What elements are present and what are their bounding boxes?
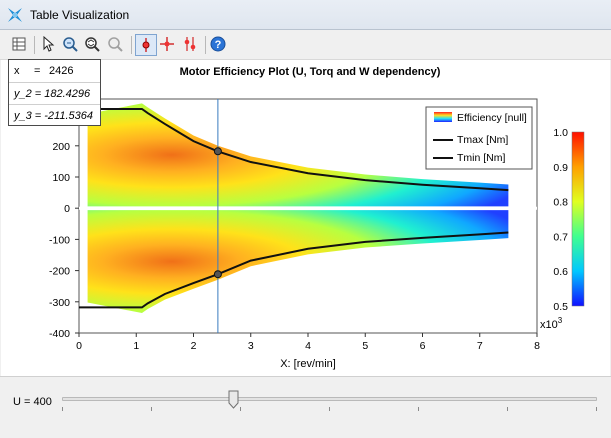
- tmax-curve: [79, 107, 509, 192]
- cursor-point-tmin[interactable]: [213, 270, 222, 279]
- multi-cursor-icon: [184, 37, 196, 51]
- slider-tick: [62, 407, 63, 411]
- cursor-readout: x = 2426 y_2 = 182.4296 y_3 = -211.5364: [8, 59, 101, 126]
- readout-x-eq: =: [34, 65, 41, 77]
- legend-swatch-efficiency: [434, 112, 452, 122]
- readout-separator: [9, 104, 100, 105]
- colorbar-tick-label: 0.9: [553, 162, 568, 174]
- slider-tick: [418, 407, 419, 411]
- zoom-fit-icon: [85, 37, 100, 52]
- point-cursor-button[interactable]: [135, 34, 157, 56]
- title-bar: Table Visualization: [0, 0, 611, 30]
- colorbar-tick-label: 0.5: [553, 301, 568, 313]
- toolbar-separator: [205, 36, 206, 54]
- x-tick-label: 2: [191, 340, 197, 352]
- slider-tick: [596, 407, 597, 411]
- multi-cursor-button[interactable]: [180, 34, 202, 56]
- crosshair-icon: [160, 37, 174, 51]
- efficiency-region-lower: [87, 210, 509, 314]
- table-view-button[interactable]: [9, 34, 31, 56]
- x-tick-label: 7: [477, 340, 483, 352]
- parameter-panel: U = 400: [0, 376, 611, 438]
- y-tick-label: -200: [49, 266, 70, 278]
- chart-title: Motor Efficiency Plot (U, Torq and W dep…: [180, 66, 441, 78]
- readout-y2: y_2 = 182.4296: [14, 88, 91, 100]
- u-slider-track[interactable]: [62, 397, 597, 401]
- zoom-reset-icon: [108, 37, 123, 52]
- x-axis-label: X: [rev/min]: [280, 358, 336, 370]
- x-tick-label: 1: [133, 340, 139, 352]
- crosshair-button[interactable]: [157, 34, 179, 56]
- tmin-curve: [79, 231, 509, 309]
- point-cursor-icon: [142, 38, 150, 52]
- x-ticks: 0 1 2 3 4 5 6 7 8: [76, 333, 540, 352]
- readout-x-value: 2426: [49, 65, 74, 77]
- legend: Efficiency [null] Tmax [Nm] Tmin [Nm]: [425, 106, 533, 170]
- slider-tick: [240, 407, 241, 411]
- readout-y3: y_3 = -211.5364: [14, 110, 93, 122]
- zoom-in-button[interactable]: [60, 34, 82, 56]
- x-tick-label: 3: [248, 340, 254, 352]
- readout-x-label: x: [14, 65, 20, 77]
- legend-tmax: Tmax [Nm]: [457, 134, 508, 146]
- x-tick-label: 5: [362, 340, 368, 352]
- cursor-point-tmax[interactable]: [213, 147, 222, 156]
- readout-separator: [9, 82, 100, 83]
- slider-tick: [151, 407, 152, 411]
- zoom-reset-button[interactable]: [105, 34, 127, 56]
- help-button[interactable]: ?: [208, 34, 230, 56]
- y-tick-label: -400: [49, 328, 70, 340]
- colorbar-tick-label: 1.0: [553, 127, 568, 139]
- efficiency-region-upper: [87, 103, 509, 207]
- table-icon: [12, 37, 26, 51]
- toolbar-separator: [34, 36, 35, 54]
- colorbar-tick-label: 0.6: [553, 266, 568, 278]
- x-tick-label: 8: [534, 340, 540, 352]
- efficiency-chart[interactable]: Motor Efficiency Plot (U, Torq and W dep…: [1, 60, 610, 376]
- help-icon: ?: [210, 36, 226, 52]
- pointer-icon: [43, 36, 55, 52]
- u-value-label: U = 400: [13, 396, 52, 408]
- x-tick-label: 6: [420, 340, 426, 352]
- window-title: Table Visualization: [30, 8, 130, 22]
- colorbar: 1.0 0.9 0.8 0.7 0.6 0.5: [553, 127, 585, 313]
- x-tick-label: 0: [76, 340, 82, 352]
- select-button[interactable]: [38, 34, 60, 56]
- zoom-fit-button[interactable]: [82, 34, 104, 56]
- slider-tick: [329, 407, 330, 411]
- y-tick-label: 100: [52, 172, 70, 184]
- colorbar-tick-label: 0.7: [553, 231, 568, 243]
- colorbar-scale: [571, 131, 585, 307]
- svg-text:?: ?: [215, 39, 222, 51]
- toolbar: ?: [0, 30, 611, 60]
- x-multiplier: x103: [540, 316, 563, 331]
- y-tick-label: -300: [49, 297, 70, 309]
- x-tick-label: 4: [305, 340, 311, 352]
- y-tick-label: 200: [52, 141, 70, 153]
- legend-efficiency: Efficiency [null]: [457, 112, 527, 124]
- toolbar-separator: [131, 36, 132, 54]
- plot-panel[interactable]: Motor Efficiency Plot (U, Torq and W dep…: [1, 60, 610, 376]
- colorbar-tick-label: 0.8: [553, 197, 568, 209]
- zoom-in-icon: [63, 37, 78, 52]
- y-tick-label: -100: [49, 234, 70, 246]
- u-slider-thumb[interactable]: [228, 390, 239, 409]
- app-logo-icon: [8, 8, 22, 22]
- legend-tmin: Tmin [Nm]: [457, 152, 505, 164]
- efficiency-surface: [79, 103, 537, 314]
- slider-tick: [507, 407, 508, 411]
- y-ticks: 3002001000-100-200-300-400: [49, 110, 79, 340]
- y-tick-label: 0: [64, 203, 70, 215]
